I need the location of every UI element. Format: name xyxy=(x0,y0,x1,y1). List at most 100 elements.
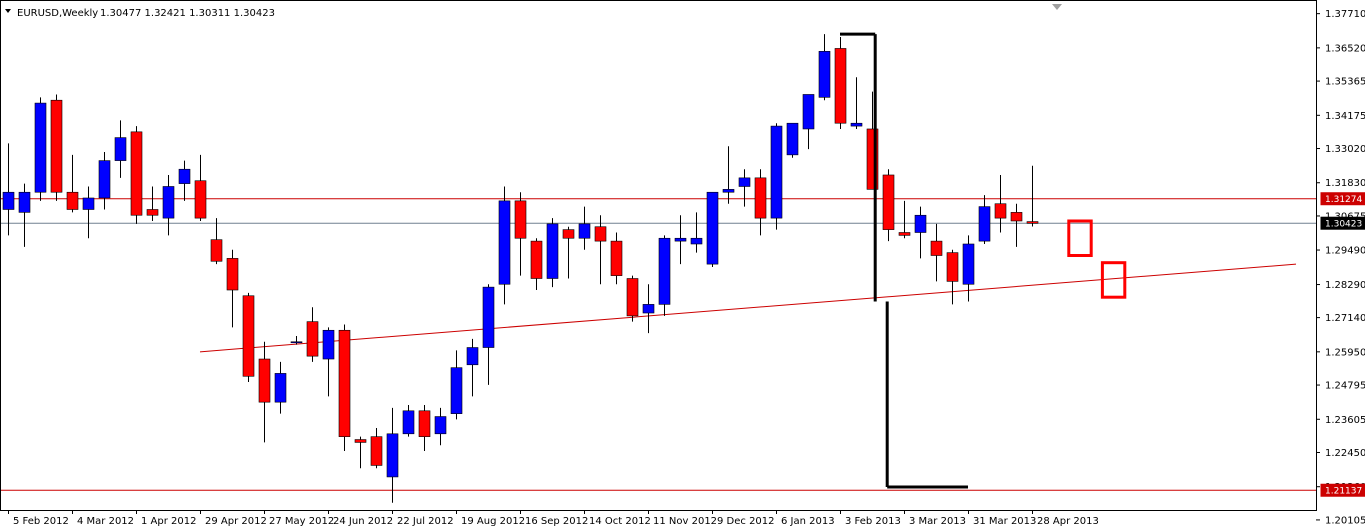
candle-body xyxy=(226,258,239,291)
time-tick-label: 3 Feb 2013 xyxy=(845,516,901,527)
candle-body xyxy=(98,160,111,199)
candle-body xyxy=(386,433,399,478)
time-tick-label: 1 Apr 2012 xyxy=(141,516,196,527)
trend-line-layer xyxy=(199,263,1297,353)
candle-body xyxy=(498,200,511,285)
current-price-tag-bg xyxy=(1320,216,1365,230)
time-tick-label: 16 Sep 2012 xyxy=(525,516,588,527)
level-price-tag: 1.31274 xyxy=(1325,195,1362,205)
level-price-tag-bg xyxy=(1320,192,1365,206)
price-tick-label: 1.23605 xyxy=(1325,415,1365,426)
candle-body xyxy=(242,295,255,377)
candle-body xyxy=(1026,221,1039,224)
time-tick-label: 27 May 2012 xyxy=(269,516,334,527)
candle-body xyxy=(834,48,847,124)
trend-line[interactable] xyxy=(199,263,1297,353)
time-tick-label: 9 Dec 2012 xyxy=(717,516,775,527)
candle-body xyxy=(866,128,879,190)
candle-body xyxy=(818,51,831,98)
measure-drawings xyxy=(840,32,968,489)
candle-body xyxy=(338,329,351,437)
candle-body xyxy=(530,240,543,279)
candle-body xyxy=(2,191,15,210)
candle-body xyxy=(66,191,79,210)
price-tick-label: 1.35365 xyxy=(1325,77,1365,88)
candle-body xyxy=(322,329,335,360)
candle-body xyxy=(578,223,591,239)
candle-body xyxy=(914,214,927,233)
candle-body xyxy=(946,252,959,282)
candle-body xyxy=(610,240,623,276)
price-tick-label: 1.34175 xyxy=(1325,111,1365,122)
symbol-title: EURUSD,Weekly xyxy=(17,8,98,19)
candle-body xyxy=(130,131,143,216)
candle-body xyxy=(690,237,703,245)
candle-body xyxy=(50,99,63,193)
price-tick-label: 1.37710 xyxy=(1325,9,1365,20)
shift-marker-icon[interactable] xyxy=(1052,4,1062,10)
candle-body xyxy=(978,206,991,242)
time-tick-label: 29 Apr 2012 xyxy=(205,516,267,527)
time-axis[interactable]: 5 Feb 2012 4 Mar 2012 1 Apr 2012 29 Apr 201… xyxy=(8,510,1099,527)
candle-body xyxy=(994,203,1007,219)
plot-area[interactable] xyxy=(0,0,1317,511)
time-tick-label: 28 Apr 2013 xyxy=(1037,516,1099,527)
time-tick-label: 22 Jul 2012 xyxy=(397,516,454,527)
candle-body xyxy=(482,286,495,348)
candle-body xyxy=(194,180,207,219)
horizontal-levels xyxy=(1,198,1316,491)
price-tick-label: 1.25950 xyxy=(1325,347,1365,358)
time-tick-label: 4 Mar 2012 xyxy=(77,516,134,527)
time-tick-label: 6 Jan 2013 xyxy=(781,516,835,527)
candle-body xyxy=(562,229,575,239)
price-tick-label: 1.33020 xyxy=(1325,144,1365,155)
target-box[interactable] xyxy=(1100,261,1127,299)
candle-body xyxy=(674,237,687,242)
menu-triangle-icon[interactable] xyxy=(5,9,11,13)
time-tick-label: 19 Aug 2012 xyxy=(461,516,525,527)
price-axis[interactable]: 1.37710 1.36520 1.35365 1.34175 1.33020 1.318… xyxy=(1316,9,1365,526)
candle-body xyxy=(754,177,767,219)
candle-body xyxy=(306,321,319,357)
target-boxes xyxy=(1067,219,1127,299)
candle-body xyxy=(930,240,943,256)
candle-body xyxy=(786,122,799,156)
time-tick-label: 11 Nov 2012 xyxy=(653,516,717,527)
level-price-tag: 1.21137 xyxy=(1325,487,1362,497)
time-tick-label: 14 Oct 2012 xyxy=(589,516,651,527)
candle-body xyxy=(722,189,735,193)
price-tags: 1.31274 1.21137 1.30423 xyxy=(1320,192,1365,497)
candle-body xyxy=(258,358,271,403)
candle-body xyxy=(626,278,639,317)
price-tick-label: 1.24795 xyxy=(1325,381,1365,392)
price-tick-label: 1.36520 xyxy=(1325,43,1365,54)
candle-body xyxy=(642,304,655,314)
candle-body xyxy=(210,239,223,262)
current-price-tag: 1.30423 xyxy=(1325,220,1362,230)
candle-body xyxy=(802,94,815,130)
candle-body xyxy=(706,191,719,265)
candle-body xyxy=(114,137,127,161)
candle-body xyxy=(1010,212,1023,222)
candle-body xyxy=(370,436,383,466)
ohlc-readout: 1.30477 1.32421 1.30311 1.30423 xyxy=(100,8,275,19)
candle-body xyxy=(18,191,31,213)
candle-body xyxy=(418,410,431,437)
candle-body xyxy=(882,174,895,230)
candle-body xyxy=(962,243,975,285)
level-price-tag-bg xyxy=(1320,483,1365,497)
time-tick-label: 24 Jun 2012 xyxy=(333,516,393,527)
candles xyxy=(2,34,1039,503)
price-tick-label: 1.22450 xyxy=(1325,448,1365,459)
candle-body xyxy=(546,223,559,279)
candle-body xyxy=(178,168,191,184)
candle-body xyxy=(274,373,287,403)
candle-body xyxy=(82,197,95,210)
candle-body xyxy=(594,226,607,242)
candle-body xyxy=(290,341,303,344)
target-box[interactable] xyxy=(1067,219,1093,258)
price-tick-label: 1.31830 xyxy=(1325,178,1365,189)
candle-body xyxy=(354,439,367,443)
candle-body xyxy=(146,209,159,216)
